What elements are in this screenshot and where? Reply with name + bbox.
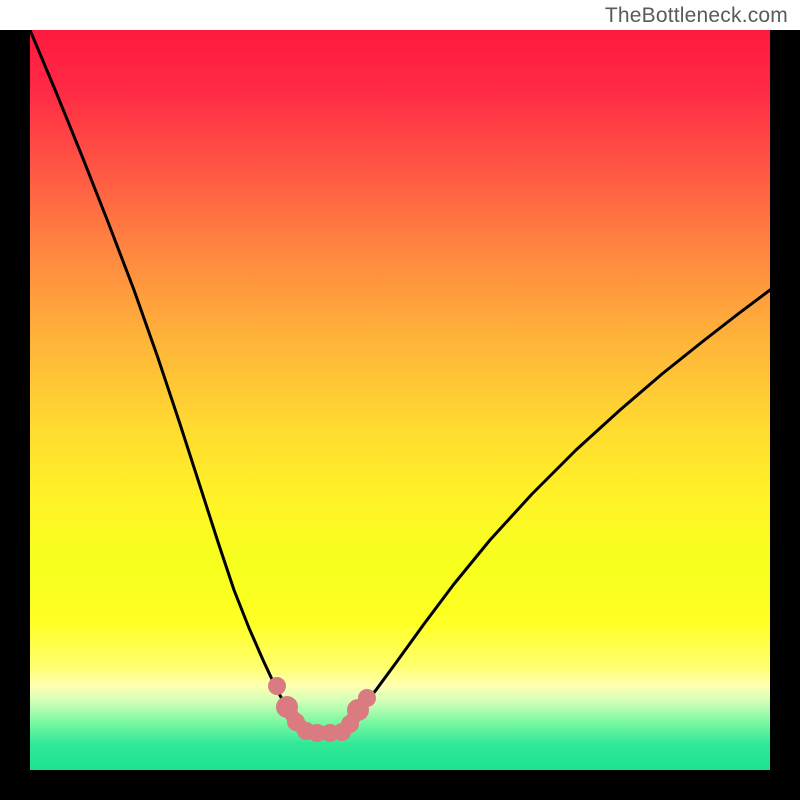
watermark-text: TheBottleneck.com — [605, 4, 788, 28]
chart-frame: TheBottleneck.com — [0, 0, 800, 800]
bottleneck-chart — [0, 0, 800, 800]
